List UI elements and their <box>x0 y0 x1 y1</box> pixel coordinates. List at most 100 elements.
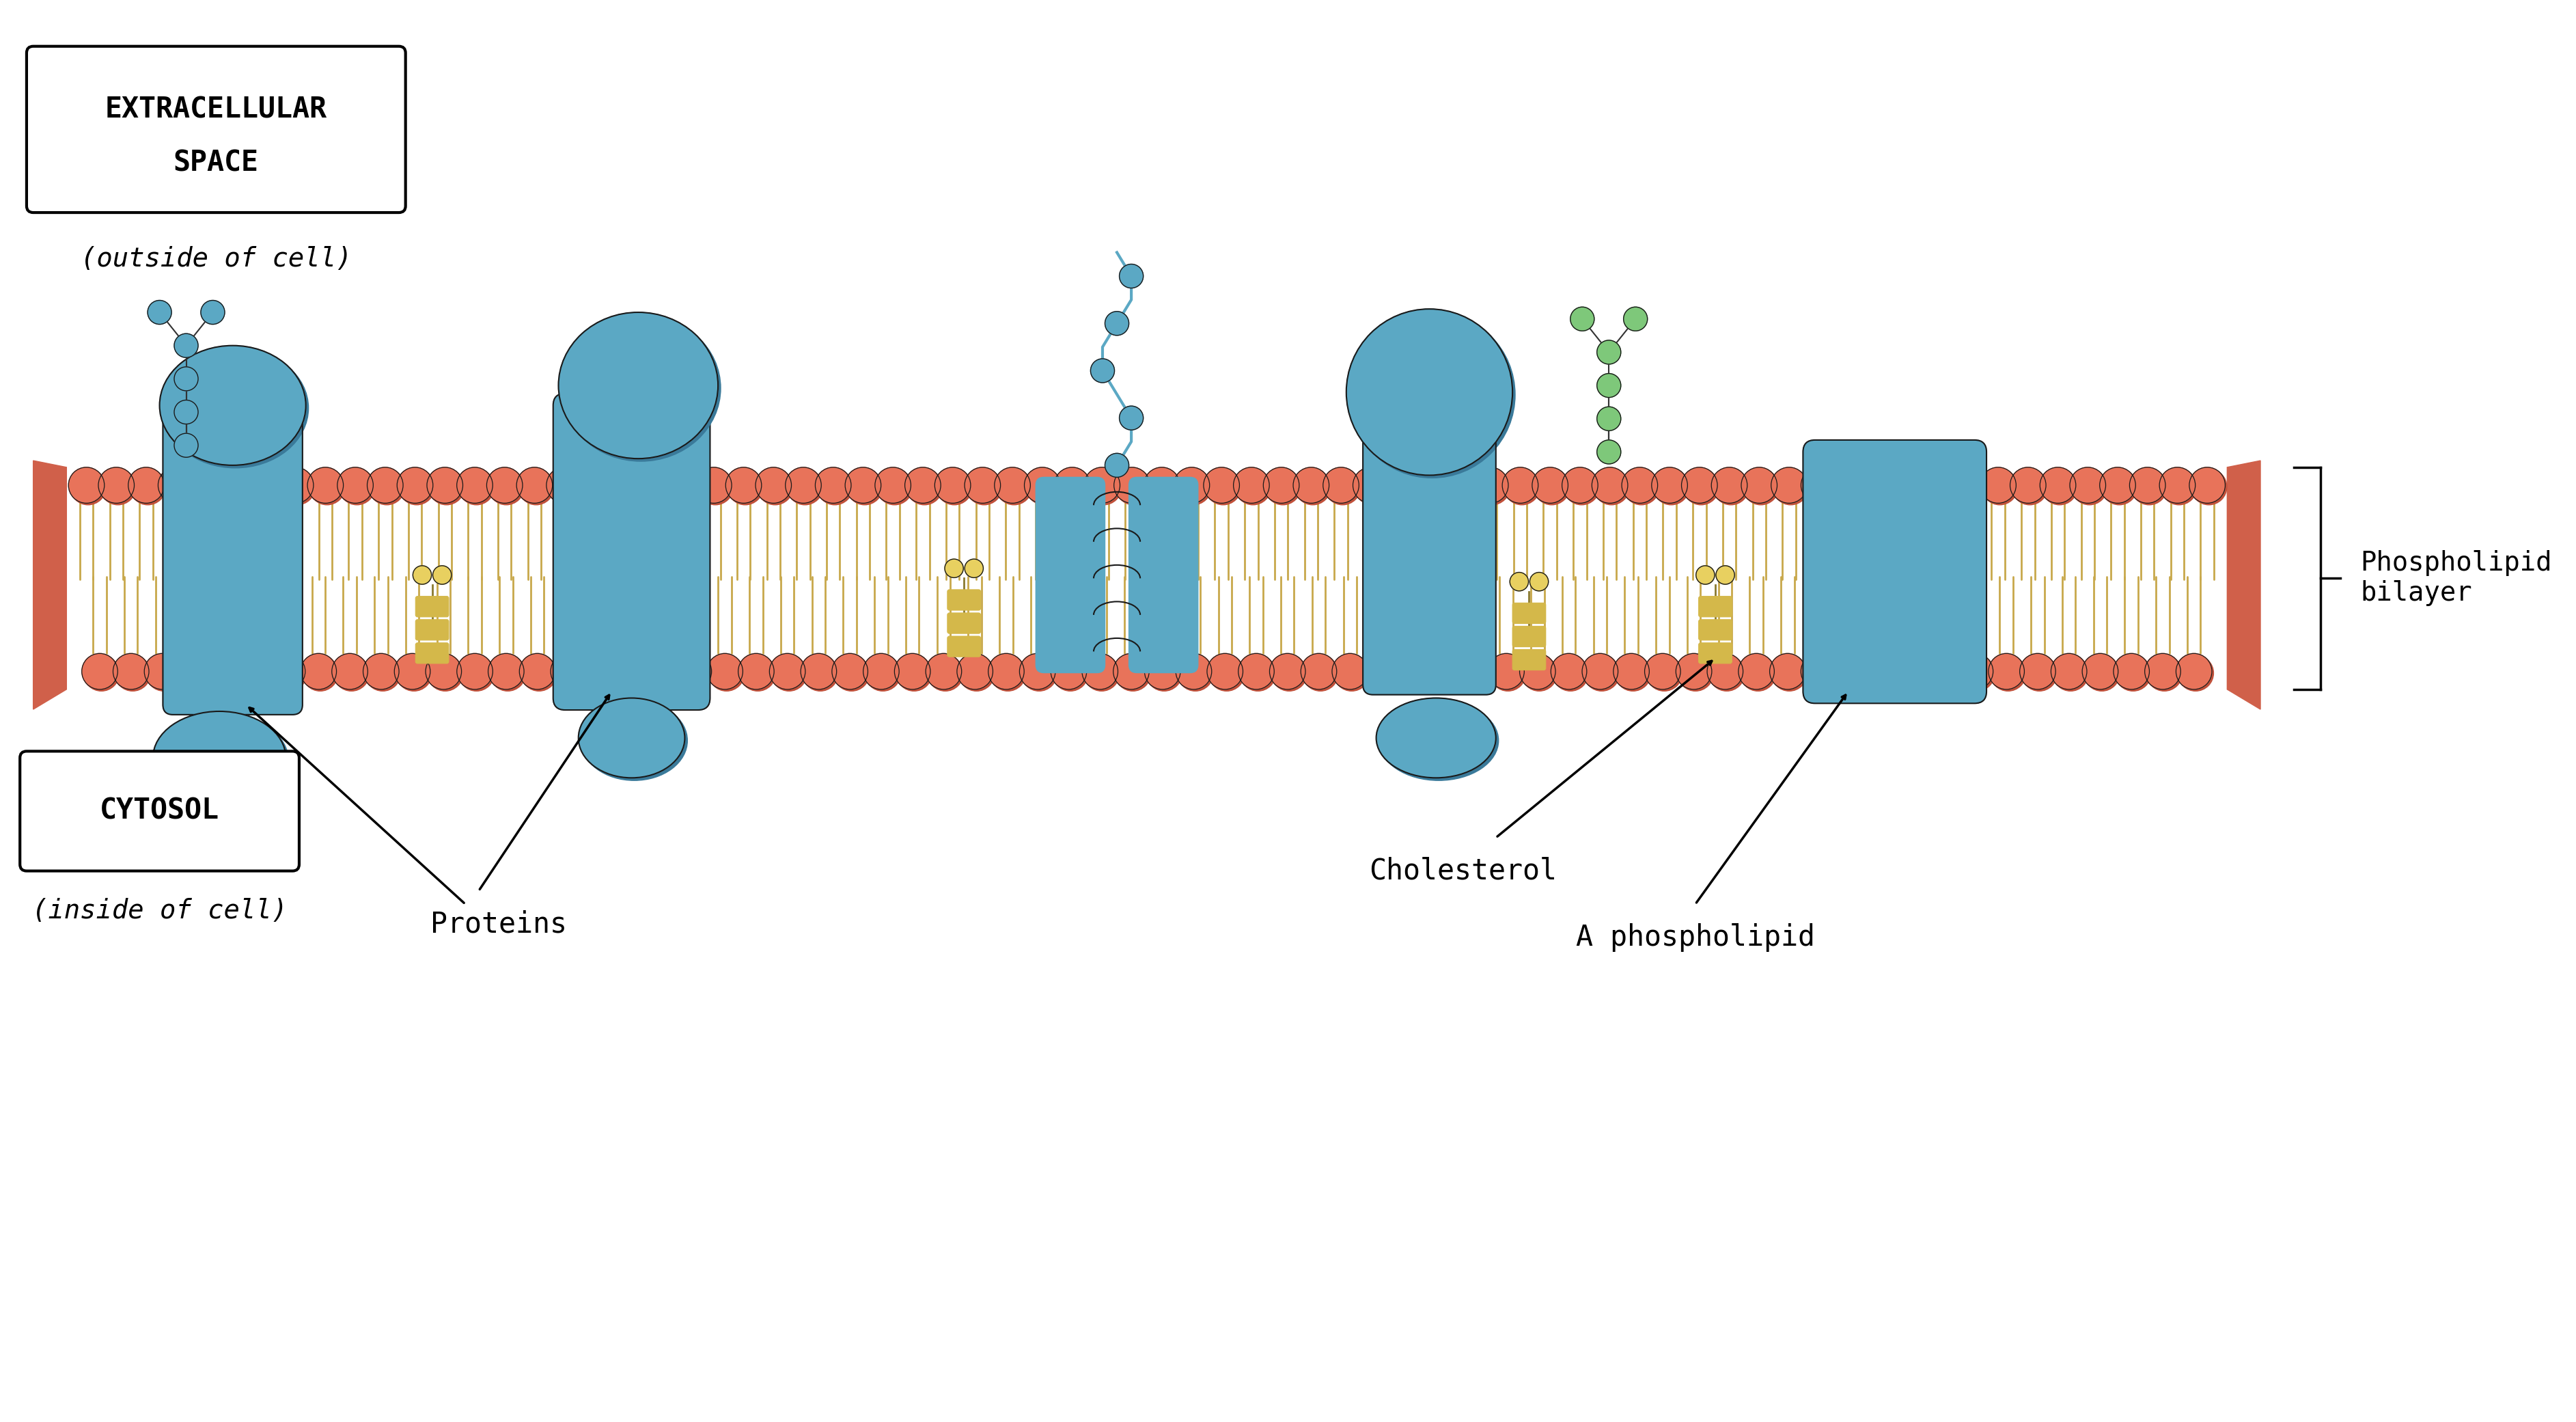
Circle shape <box>270 654 304 690</box>
Circle shape <box>1533 469 1569 505</box>
Circle shape <box>2053 656 2089 691</box>
Circle shape <box>1473 468 1510 503</box>
Circle shape <box>832 654 868 690</box>
Circle shape <box>1922 468 1955 503</box>
Circle shape <box>1651 468 1687 503</box>
Circle shape <box>708 656 744 691</box>
Circle shape <box>1927 656 1963 691</box>
Circle shape <box>1458 656 1494 691</box>
Circle shape <box>739 654 773 690</box>
Circle shape <box>907 469 943 505</box>
Circle shape <box>1595 469 1631 505</box>
Circle shape <box>1270 654 1306 690</box>
Circle shape <box>1082 654 1118 690</box>
Circle shape <box>605 468 641 503</box>
Circle shape <box>1054 656 1087 691</box>
Circle shape <box>848 469 884 505</box>
Circle shape <box>1739 654 1775 690</box>
Circle shape <box>989 656 1025 691</box>
Circle shape <box>459 656 495 691</box>
Circle shape <box>927 656 963 691</box>
Circle shape <box>1989 654 2025 690</box>
Circle shape <box>428 469 464 505</box>
FancyBboxPatch shape <box>1128 478 1198 673</box>
Circle shape <box>1113 654 1149 690</box>
Circle shape <box>518 468 551 503</box>
Circle shape <box>157 468 193 503</box>
FancyBboxPatch shape <box>415 596 448 617</box>
FancyBboxPatch shape <box>1512 603 1546 624</box>
Circle shape <box>963 559 984 577</box>
Circle shape <box>2177 654 2213 690</box>
Circle shape <box>487 654 523 690</box>
Circle shape <box>1115 469 1151 505</box>
Circle shape <box>1623 469 1659 505</box>
Circle shape <box>2009 468 2045 503</box>
Circle shape <box>1443 468 1479 503</box>
Circle shape <box>332 654 368 690</box>
Circle shape <box>1708 654 1744 690</box>
Circle shape <box>1324 468 1360 503</box>
Circle shape <box>1613 654 1649 690</box>
Ellipse shape <box>582 701 688 781</box>
Circle shape <box>240 656 276 691</box>
Circle shape <box>1025 469 1061 505</box>
Circle shape <box>938 469 971 505</box>
Circle shape <box>608 469 644 505</box>
Circle shape <box>876 469 912 505</box>
Circle shape <box>1739 656 1775 691</box>
Circle shape <box>1991 656 2025 691</box>
Circle shape <box>1597 374 1620 397</box>
Circle shape <box>340 469 376 505</box>
Circle shape <box>1741 468 1777 503</box>
Circle shape <box>1177 656 1213 691</box>
Circle shape <box>1412 468 1448 503</box>
Circle shape <box>1695 566 1716 584</box>
Circle shape <box>1054 468 1090 503</box>
Circle shape <box>520 656 556 691</box>
Circle shape <box>1144 654 1180 690</box>
Circle shape <box>1803 469 1839 505</box>
Circle shape <box>739 656 775 691</box>
Polygon shape <box>2228 461 2259 710</box>
Circle shape <box>1834 656 1870 691</box>
Circle shape <box>2081 654 2117 690</box>
Circle shape <box>2115 656 2151 691</box>
Circle shape <box>835 656 871 691</box>
Circle shape <box>2130 469 2166 505</box>
Circle shape <box>147 300 173 324</box>
Circle shape <box>1352 468 1388 503</box>
Ellipse shape <box>155 714 289 808</box>
Circle shape <box>1716 566 1734 584</box>
Circle shape <box>1105 454 1128 478</box>
Circle shape <box>1234 468 1270 503</box>
Circle shape <box>456 654 492 690</box>
Circle shape <box>1051 654 1087 690</box>
Ellipse shape <box>1347 309 1512 475</box>
Circle shape <box>1893 469 1929 505</box>
Circle shape <box>175 400 198 424</box>
Circle shape <box>301 656 337 691</box>
Circle shape <box>1090 358 1115 383</box>
Circle shape <box>1530 572 1548 592</box>
Circle shape <box>665 468 701 503</box>
FancyBboxPatch shape <box>1698 620 1731 640</box>
Circle shape <box>2012 469 2048 505</box>
Circle shape <box>582 654 618 690</box>
Circle shape <box>1270 656 1306 691</box>
Circle shape <box>1175 654 1211 690</box>
Circle shape <box>1203 468 1239 503</box>
Circle shape <box>814 468 850 503</box>
Circle shape <box>2022 656 2058 691</box>
FancyBboxPatch shape <box>1036 478 1105 673</box>
Circle shape <box>1175 468 1211 503</box>
Circle shape <box>667 469 703 505</box>
Circle shape <box>1414 469 1450 505</box>
Text: CYTOSOL: CYTOSOL <box>100 796 219 825</box>
Circle shape <box>1324 469 1360 505</box>
Circle shape <box>399 469 435 505</box>
Circle shape <box>1363 654 1399 690</box>
Circle shape <box>1502 468 1538 503</box>
Circle shape <box>1383 469 1419 505</box>
Circle shape <box>2050 654 2087 690</box>
